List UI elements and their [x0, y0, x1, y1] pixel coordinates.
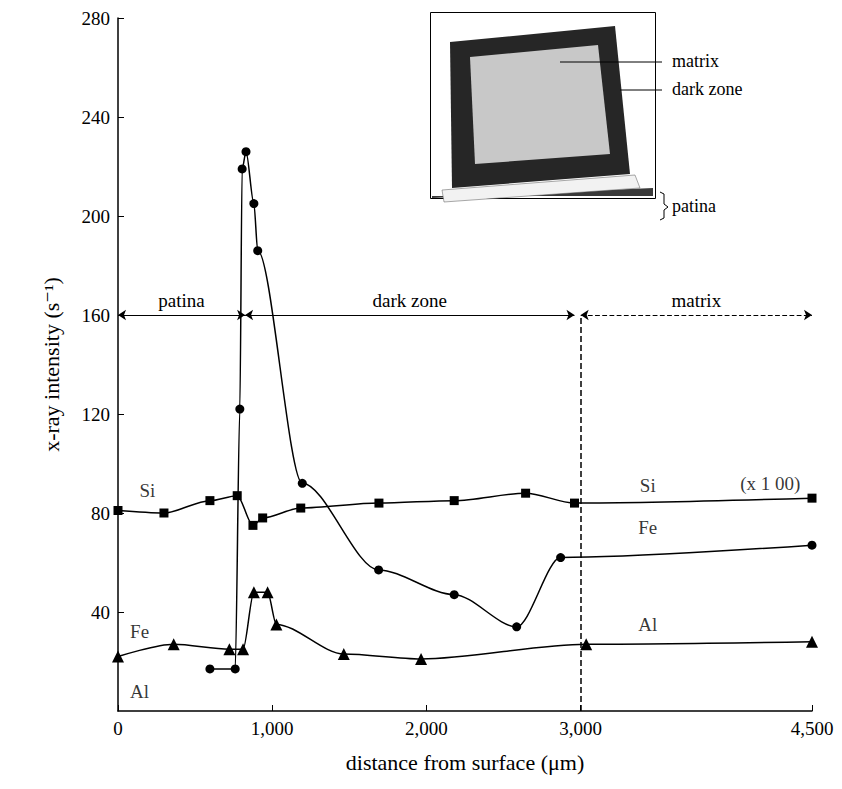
svg-text:Al: Al	[638, 614, 657, 635]
svg-text:matrix: matrix	[672, 51, 719, 71]
svg-text:4,500: 4,500	[791, 718, 834, 739]
svg-text:matrix: matrix	[672, 290, 722, 311]
svg-text:1,000: 1,000	[251, 718, 294, 739]
svg-text:200: 200	[82, 206, 111, 227]
svg-text:distance from surface (μm): distance from surface (μm)	[346, 750, 584, 775]
svg-text:dark zone: dark zone	[373, 290, 447, 311]
svg-text:280: 280	[82, 8, 111, 29]
svg-text:Fe: Fe	[638, 517, 657, 538]
svg-text:Si: Si	[139, 480, 155, 501]
svg-text:(x 1 00): (x 1 00)	[740, 473, 800, 495]
svg-text:patina: patina	[158, 290, 205, 311]
svg-text:0: 0	[113, 718, 123, 739]
svg-text:120: 120	[82, 404, 111, 425]
svg-text:Al: Al	[130, 681, 149, 702]
svg-text:Fe: Fe	[130, 621, 149, 642]
svg-text:80: 80	[91, 503, 110, 524]
svg-text:2,000: 2,000	[405, 718, 448, 739]
svg-text:160: 160	[82, 305, 111, 326]
svg-text:Si: Si	[640, 475, 656, 496]
svg-text:40: 40	[91, 602, 110, 623]
svg-text:240: 240	[82, 107, 111, 128]
svg-text:patina: patina	[672, 196, 716, 216]
svg-text:3,000: 3,000	[559, 718, 602, 739]
svg-text:dark zone: dark zone	[672, 79, 742, 99]
svg-text:x-ray intensity (s⁻¹): x-ray intensity (s⁻¹)	[39, 277, 64, 452]
